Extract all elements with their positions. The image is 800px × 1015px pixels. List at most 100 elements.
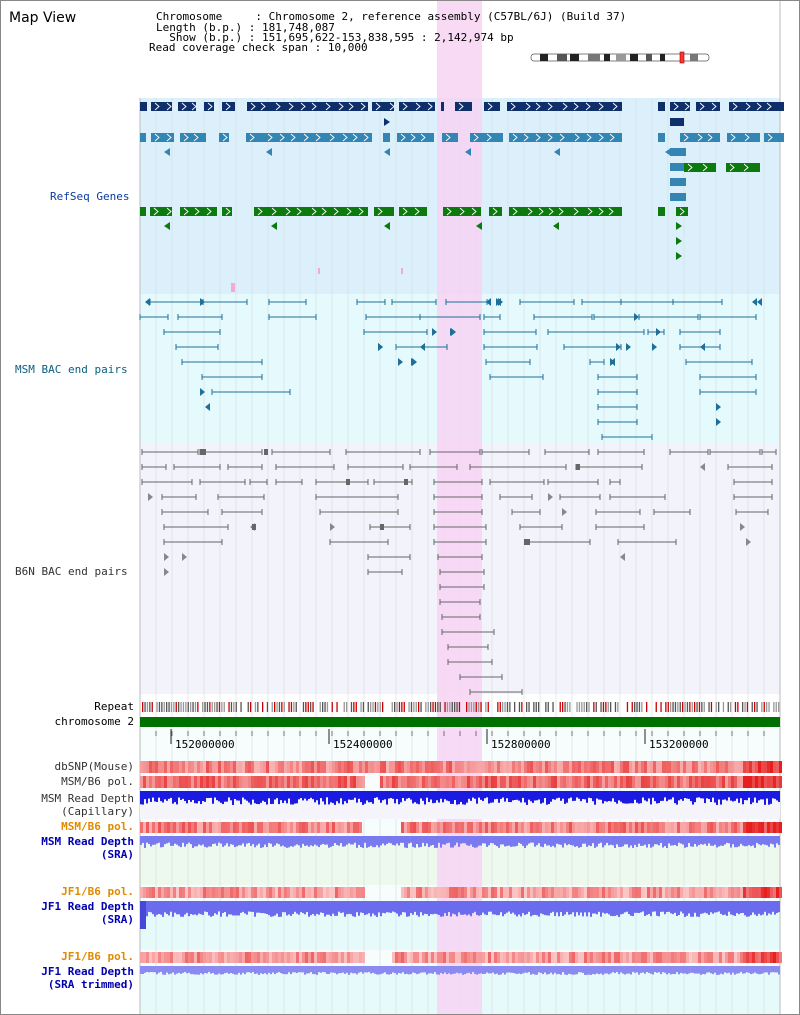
jf1-depth-trimmed-bar <box>478 966 480 974</box>
jf1-depth-trimmed-bar <box>226 966 228 973</box>
msm-depth-capillary-bar <box>700 791 702 799</box>
msm-b6-pol-sra-heat <box>623 822 626 833</box>
jf1-b6-pol-heat <box>581 887 584 898</box>
jf1-depth-bar <box>504 901 506 915</box>
msm-b6-pol-heat <box>269 776 272 788</box>
repeat-element <box>379 702 381 712</box>
repeat-element <box>475 702 477 712</box>
repeat-element <box>730 702 732 712</box>
jf1-depth-trimmed-bar <box>502 966 504 973</box>
msm-depth-capillary-bar <box>638 791 640 804</box>
jf1-depth-trimmed-bar <box>608 966 610 975</box>
gene-feature <box>696 102 720 111</box>
msm-b6-pol-sra-heat <box>170 822 173 833</box>
track-label-msm-depth-sra: MSM Read Depth <box>41 835 134 848</box>
msm-b6-pol-sra-heat <box>629 822 632 833</box>
msm-bac-end <box>700 343 705 351</box>
repeat-element <box>173 702 175 712</box>
msm-b6-pol-heat <box>146 776 149 788</box>
jf1-depth-bar <box>154 901 156 917</box>
msm-b6-pol-heat <box>599 776 602 788</box>
msm-depth-sra-bar <box>462 836 464 844</box>
jf1-depth-trimmed-bar <box>766 966 768 973</box>
jf1-depth-peak <box>140 901 146 929</box>
msm-b6-pol-sra-heat <box>728 822 731 833</box>
jf1-depth-trimmed-bar <box>480 966 482 974</box>
jf1-b6-pol-heat <box>260 887 263 898</box>
jf1-depth-trimmed-bar <box>318 966 320 973</box>
jf1-depth-trimmed-bar <box>190 966 192 975</box>
dbsnp-heat <box>329 761 332 773</box>
msm-depth-capillary-bar <box>552 791 554 800</box>
jf1-b6-pol-trimmed-heat <box>512 952 515 963</box>
jf1-depth-trimmed-bar <box>322 966 324 972</box>
dbsnp-heat <box>674 761 677 773</box>
jf1-depth-bar <box>626 901 628 912</box>
jf1-depth-trimmed-bar <box>404 966 406 975</box>
jf1-depth-bar <box>238 901 240 916</box>
track-label-refseq[interactable]: RefSeq Genes <box>50 190 130 203</box>
msm-depth-capillary-bar <box>744 791 746 801</box>
axis-tick-label: 152800000 <box>491 738 551 751</box>
repeat-element <box>326 702 329 712</box>
msm-depth-sra-bar <box>470 836 472 845</box>
gene-exon-mark <box>288 102 294 111</box>
jf1-depth-bar <box>486 901 488 916</box>
jf1-depth-bar <box>520 901 522 917</box>
msm-b6-pol-sra-heat <box>260 822 263 833</box>
msm-depth-capillary-bar <box>156 791 158 803</box>
jf1-b6-pol-trimmed-heat <box>560 952 563 963</box>
msm-depth-sra-bar <box>656 836 658 845</box>
gene-exon-mark <box>684 102 690 111</box>
jf1-depth-bar <box>364 901 366 916</box>
track-label-chromosome: chromosome 2 <box>54 715 134 728</box>
msm-b6-pol-heat <box>314 776 317 788</box>
msm-depth-capillary-bar <box>332 791 334 804</box>
dbsnp-heat <box>287 761 290 773</box>
jf1-depth-bar <box>646 901 648 915</box>
jf1-depth-bar <box>296 901 298 914</box>
gene-feature <box>509 133 622 142</box>
repeat-element <box>518 702 521 712</box>
track-label-msm-bac[interactable]: MSM BAC end pairs <box>15 363 128 376</box>
msm-b6-pol-sra-heat <box>338 822 341 833</box>
track-label-b6n-bac[interactable]: B6N BAC end pairs <box>15 565 128 578</box>
msm-depth-sra-bar <box>702 836 704 845</box>
jf1-b6-pol-heat <box>431 887 434 898</box>
repeat-element <box>454 702 456 712</box>
repeat-element <box>266 702 269 712</box>
msm-depth-capillary-bar <box>382 791 384 801</box>
jf1-depth-bar <box>194 901 196 915</box>
repeat-element <box>276 702 278 712</box>
msm-depth-capillary-bar <box>284 791 286 801</box>
jf1-b6-pol-trimmed-heat <box>620 952 623 963</box>
msm-bac-end <box>634 313 639 321</box>
msm-depth-sra-bar <box>722 836 724 846</box>
jf1-b6-pol-heat <box>578 887 581 898</box>
dbsnp-heat <box>239 761 242 773</box>
msm-depth-capillary-bar <box>778 791 780 802</box>
msm-depth-sra-bar <box>490 836 492 843</box>
msm-depth-capillary-bar <box>388 791 390 799</box>
repeat-element <box>427 702 429 712</box>
msm-depth-capillary-bar <box>222 791 224 805</box>
jf1-depth-trimmed-bar <box>694 966 696 974</box>
dbsnp-heat <box>584 761 587 773</box>
gene-exon-mark <box>492 207 498 216</box>
msm-depth-sra-bar <box>500 836 502 845</box>
dbsnp-heat <box>683 761 686 773</box>
msm-depth-sra-bar <box>180 836 182 848</box>
jf1-b6-pol-heat <box>185 887 188 898</box>
repeat-element <box>175 702 177 712</box>
repeat-element <box>302 702 305 712</box>
jf1-depth-trimmed-bar <box>222 966 224 975</box>
jf1-depth-bar <box>414 901 416 912</box>
msm-b6-pol-sra-heat <box>503 822 506 833</box>
jf1-depth-trimmed-bar <box>748 966 750 973</box>
gene-arrow <box>676 237 682 245</box>
jf1-depth-bar <box>288 901 290 915</box>
jf1-depth-trimmed-bar <box>516 966 518 975</box>
jf1-depth-bar <box>180 901 182 917</box>
